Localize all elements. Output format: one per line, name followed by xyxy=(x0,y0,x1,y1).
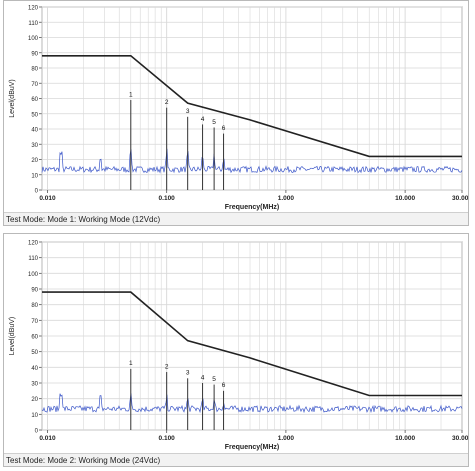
peak-marker-label: 3 xyxy=(186,108,190,115)
x-tick-label: 1.000 xyxy=(278,435,295,442)
y-tick-label: 80 xyxy=(31,303,38,309)
y-tick-label: 80 xyxy=(31,67,38,73)
peak-marker-label: 5 xyxy=(212,119,216,126)
emission-chart-mode-1: 0 10 20 30 40 50 60 70 80 90 100 110 120 0.010 0.100 1.… xyxy=(9,6,468,212)
y-tick-label: 50 xyxy=(31,112,38,118)
y-tick-label: 70 xyxy=(31,319,38,325)
peak-marker-label: 3 xyxy=(186,370,190,377)
peak-marker-label: 4 xyxy=(201,116,205,123)
y-tick-label: 120 xyxy=(28,241,39,247)
y-tick-label: 50 xyxy=(31,350,38,356)
measurement-trace xyxy=(41,393,463,414)
peak-marker-label: 1 xyxy=(129,360,133,367)
x-tick-label: 0.010 xyxy=(39,435,56,442)
y-tick-label: 60 xyxy=(31,97,38,103)
y-tick-label: 110 xyxy=(28,256,38,262)
y-tick-label: 40 xyxy=(31,128,38,134)
measurement-trace xyxy=(41,148,463,174)
y-tick-label: 40 xyxy=(31,366,38,372)
y-tick-label: 60 xyxy=(31,335,38,341)
limit-line xyxy=(42,55,462,158)
peak-marker-label: 2 xyxy=(165,99,169,106)
y-tick-label: 110 xyxy=(28,21,38,27)
limit-line xyxy=(42,291,462,397)
test-mode-caption: Test Mode: Mode 2: Working Mode (24Vdc) xyxy=(6,456,161,465)
peak-marker-label: 6 xyxy=(222,125,226,132)
peak-marker-label: 2 xyxy=(165,363,169,370)
x-tick-label: 0.100 xyxy=(159,195,176,202)
y-tick-label: 10 xyxy=(31,173,38,179)
peak-marker-label: 4 xyxy=(201,374,205,381)
y-tick-label: 0 xyxy=(35,189,39,195)
y-tick-label: 90 xyxy=(31,51,38,57)
caption-bar xyxy=(4,453,468,466)
x-tick-label: 10.000 xyxy=(395,435,415,442)
y-tick-label: 100 xyxy=(28,36,39,42)
peak-marker-label: 1 xyxy=(129,91,133,98)
x-tick-label: 0.010 xyxy=(39,195,56,202)
x-tick-label: 30.000 xyxy=(452,435,468,442)
x-axis-title: Frequency(MHz) xyxy=(225,444,279,451)
y-tick-label: 90 xyxy=(31,288,38,294)
y-tick-label: 30 xyxy=(31,143,38,149)
y-tick-label: 20 xyxy=(31,158,38,164)
y-tick-label: 0 xyxy=(35,429,39,435)
peak-marker-label: 6 xyxy=(222,382,226,389)
y-tick-label: 120 xyxy=(28,6,39,12)
y-tick-label: 30 xyxy=(31,382,38,388)
y-tick-label: 70 xyxy=(31,82,38,88)
emission-chart-mode-2: 0 10 20 30 40 50 60 70 80 90 100 110 120 0.010 0.100 1.… xyxy=(9,241,468,452)
y-axis-title: Level(dBuV) xyxy=(9,79,16,118)
caption-bar xyxy=(4,212,468,225)
chart-panel-mode-1: 0 10 20 30 40 50 60 70 80 90 100 110 120 0.010 0.100 1.… xyxy=(3,0,469,226)
y-tick-label: 100 xyxy=(28,272,39,278)
x-tick-label: 30.000 xyxy=(452,195,468,202)
x-tick-label: 0.100 xyxy=(159,435,176,442)
y-tick-label: 10 xyxy=(31,413,38,419)
x-axis-title: Frequency(MHz) xyxy=(225,204,279,211)
y-tick-label: 20 xyxy=(31,397,38,403)
y-axis-title: Level(dBuV) xyxy=(9,317,16,356)
x-tick-label: 10.000 xyxy=(395,195,415,202)
chart-panel-mode-2: 0 10 20 30 40 50 60 70 80 90 100 110 120 0.010 0.100 1.… xyxy=(3,233,469,467)
peak-marker-label: 5 xyxy=(212,376,216,383)
test-mode-caption: Test Mode: Mode 1: Working Mode (12Vdc) xyxy=(6,215,161,224)
x-tick-label: 1.000 xyxy=(278,195,295,202)
